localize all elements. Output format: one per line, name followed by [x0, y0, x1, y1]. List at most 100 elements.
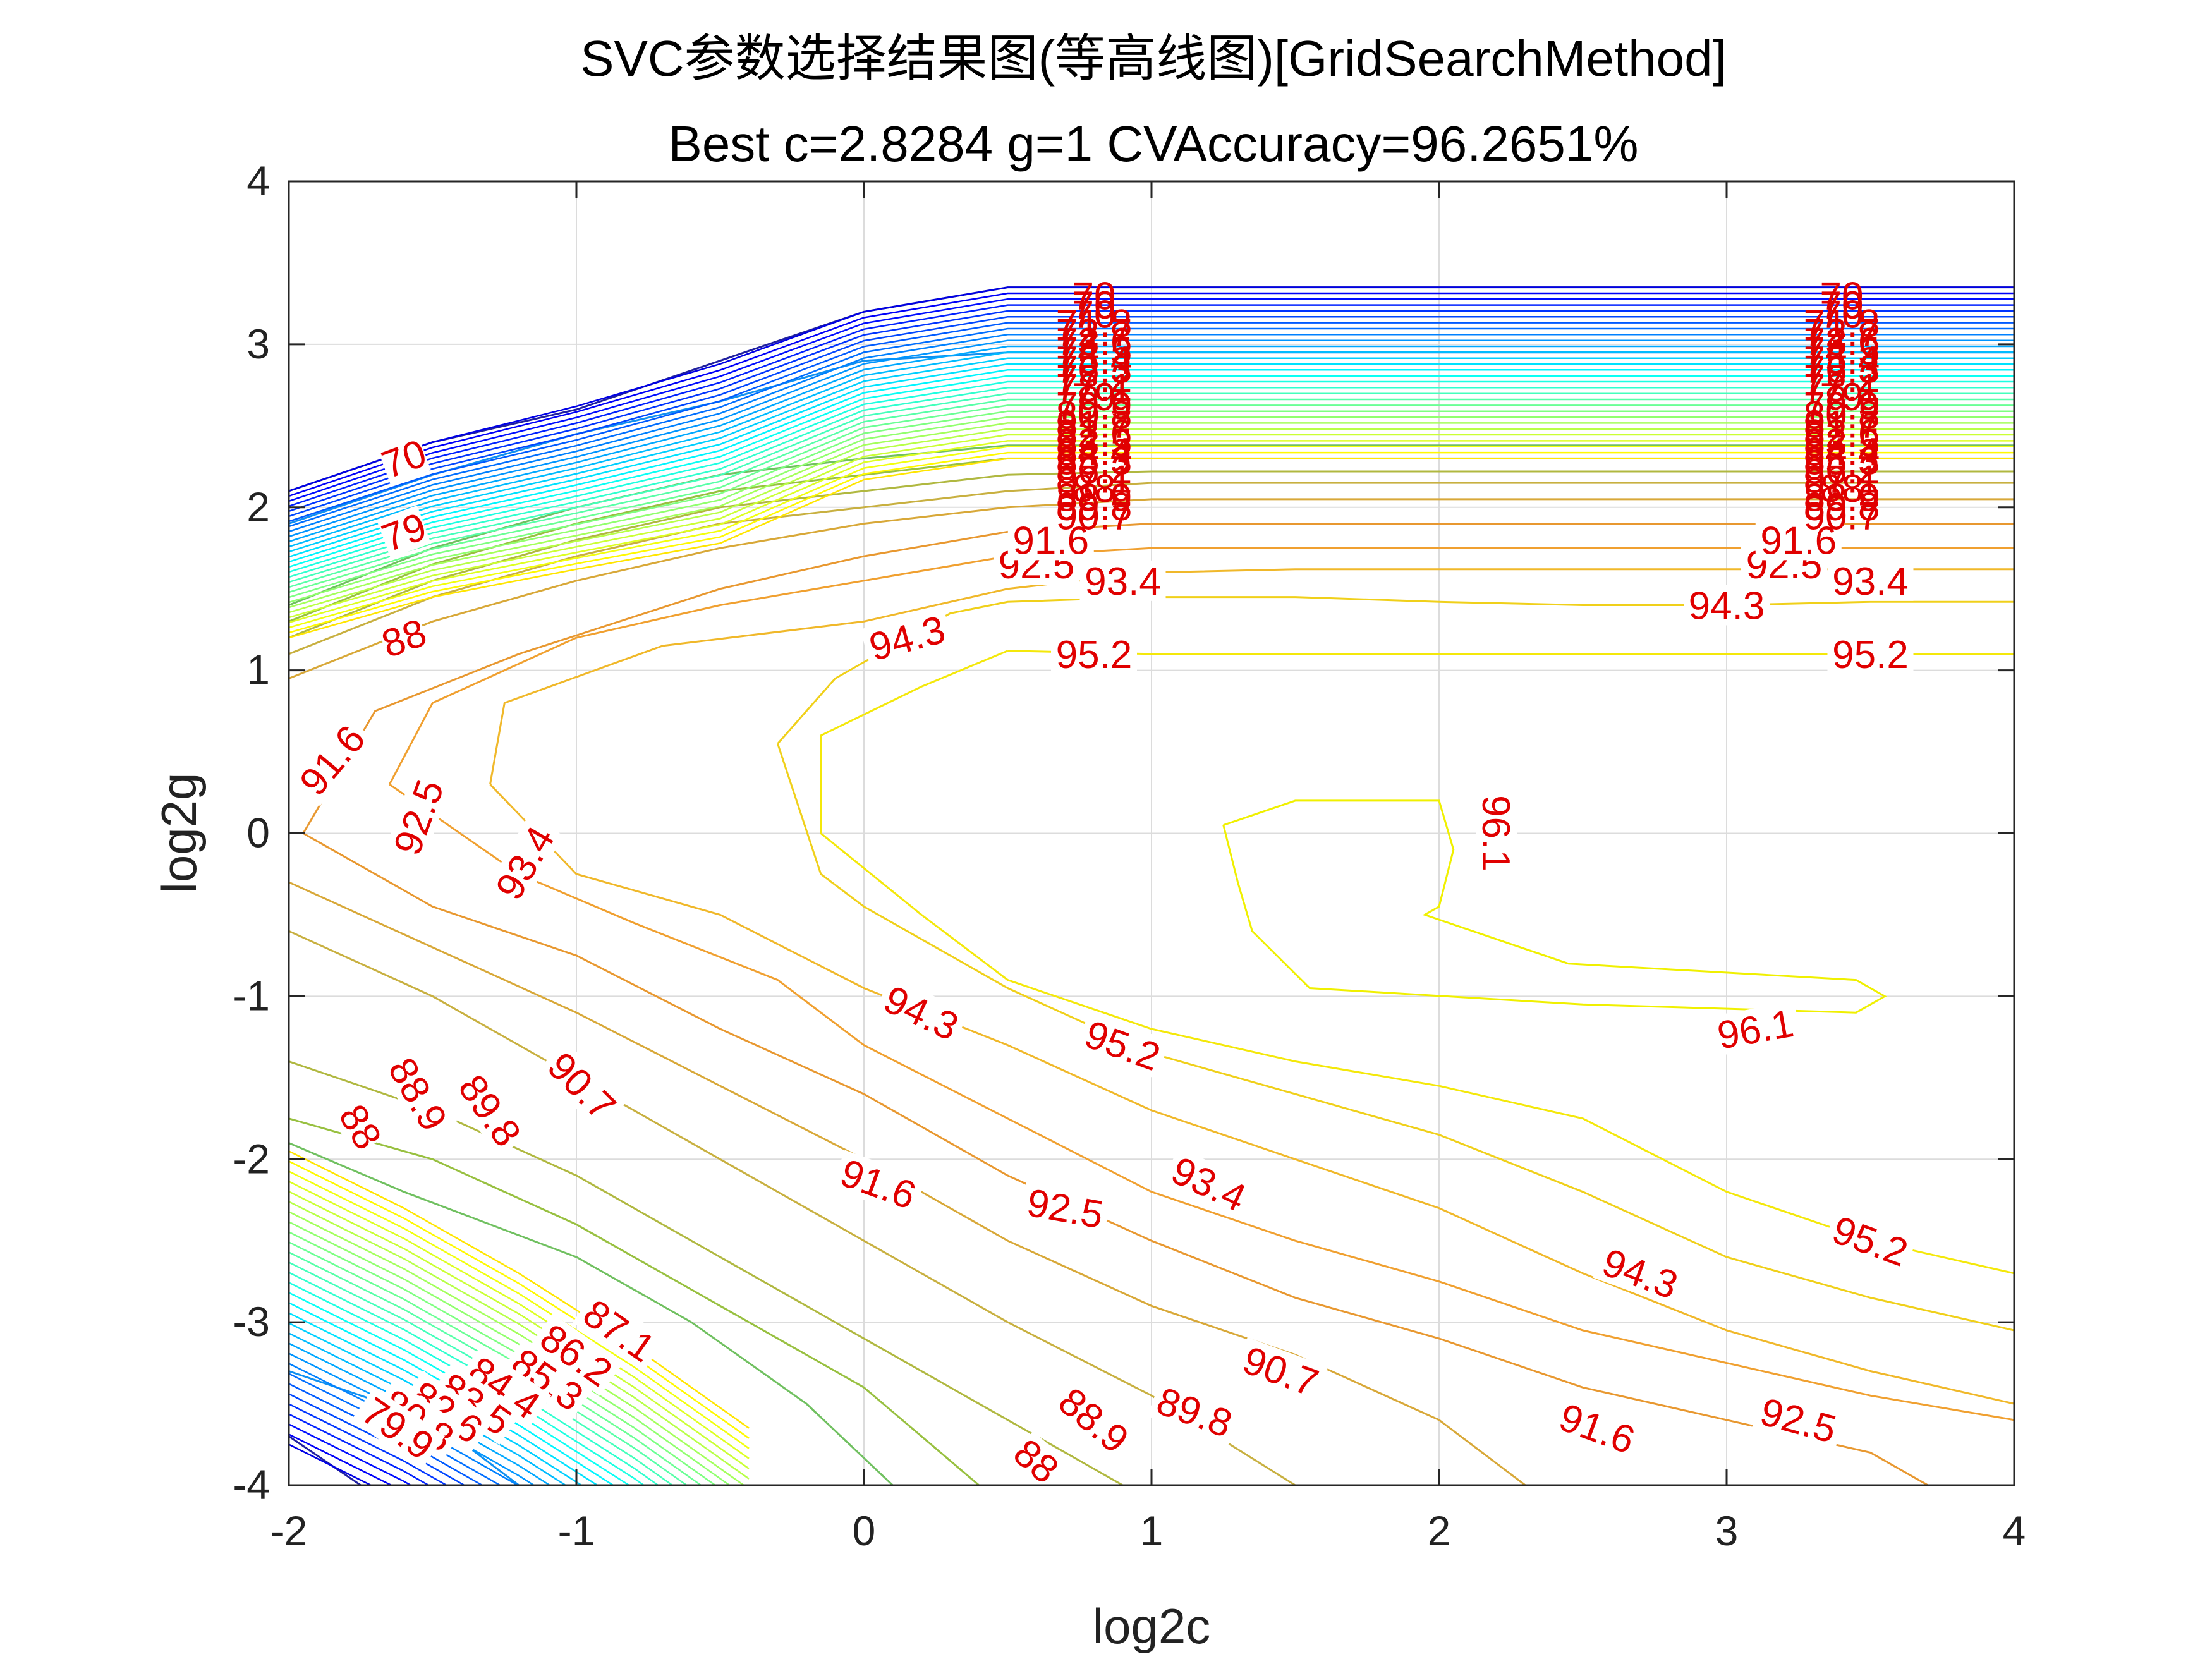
gradient-contour-top — [289, 451, 2014, 634]
contour-label: 91.6 — [1012, 519, 1089, 562]
gradient-contour-bottom — [289, 1181, 750, 1459]
gradient-contour-bottom — [289, 1170, 750, 1449]
stacked-contour-label: 85.3 — [1804, 440, 1880, 483]
gradient-contour-top — [289, 310, 2014, 513]
contour-label-bg — [1007, 520, 1094, 561]
gradient-contour-bottom — [289, 1221, 731, 1485]
stacked-contour-label: 70 — [1073, 284, 1116, 327]
gradient-contour-bottom — [289, 1191, 750, 1469]
gradient-contour-top — [289, 286, 2014, 492]
gradient-contour-top — [289, 322, 2014, 523]
contour-label-bg — [1827, 560, 1914, 601]
stacked-contour-label: 78.1 — [1804, 367, 1880, 410]
contour-label-bg — [1147, 1378, 1243, 1446]
x-tick-label: -2 — [270, 1507, 308, 1554]
gradient-contour-top — [289, 416, 2014, 604]
contour-line-91-6 — [302, 523, 2014, 834]
contour-label: 96.1 — [1474, 795, 1517, 872]
y-tick-label: 2 — [246, 483, 270, 530]
contour-line-90-7 — [289, 881, 1526, 1485]
stacked-contour-label: 70 — [1073, 275, 1116, 319]
contour-label-bg — [485, 815, 564, 910]
gradient-contour-bottom — [289, 1413, 430, 1485]
contour-label-bg — [384, 769, 453, 865]
y-tick-label: 0 — [246, 810, 270, 856]
stacked-contour-label: 72.7 — [1804, 312, 1880, 355]
x-tick-label: 1 — [1140, 1507, 1164, 1554]
gradient-contour-top — [289, 316, 2014, 518]
stacked-contour-label: 84.4 — [1056, 430, 1133, 474]
stacked-contour-label: 76.3 — [1804, 348, 1880, 392]
contour-label-bg — [873, 976, 969, 1049]
y-tick-label: -4 — [233, 1461, 270, 1508]
gradient-contour-bottom — [289, 1150, 750, 1429]
gradient-contour-top — [289, 458, 2014, 639]
contour-line-87-1 — [289, 1142, 894, 1485]
contour-line-92-5 — [388, 547, 2014, 785]
contour-label-bg — [1709, 1001, 1802, 1057]
gradient-contour-bottom — [289, 1322, 583, 1485]
stacked-contour-label: 70 — [1820, 284, 1864, 327]
contour-label: 91.6 — [1760, 519, 1837, 562]
gradient-contour-bottom — [289, 1160, 750, 1439]
contour-line-94-3 — [777, 743, 2014, 1332]
gradient-contour-bottom — [289, 1201, 750, 1480]
gradient-contour-top — [289, 446, 2014, 629]
contour-label-bg — [1233, 1337, 1328, 1405]
contour-label-bg — [1593, 1239, 1688, 1308]
x-tick-label: 0 — [853, 1507, 876, 1554]
stacked-contour-label: 73.6 — [1804, 320, 1880, 364]
stacked-contour-label: 84.4 — [1804, 430, 1880, 474]
gradient-contour-top — [289, 351, 2014, 548]
contour-line-70 — [289, 1435, 362, 1485]
contour-line-91-6 — [303, 832, 1929, 1485]
x-tick-label: -1 — [558, 1507, 595, 1554]
stacked-contour-label: 89.8 — [1804, 485, 1880, 529]
contour-label-bg — [1755, 520, 1842, 561]
contour-label-bg — [1476, 790, 1517, 877]
gradient-contour-top — [289, 422, 2014, 609]
stacked-contour-label: 79.9 — [1056, 385, 1133, 428]
contour-label-bg — [1827, 633, 1914, 674]
gradient-contour-top — [289, 363, 2014, 558]
y-tick-label: 4 — [246, 157, 270, 204]
contour-label-bg — [1550, 1394, 1645, 1462]
stacked-contour-label: 89.8 — [1056, 485, 1133, 529]
gradient-contour-top — [289, 392, 2014, 583]
stacked-contour-label: 71.8 — [1056, 302, 1133, 346]
contour-line-89-8 — [289, 930, 1296, 1485]
contour-label-bg — [1051, 633, 1137, 674]
stacked-contour-label: 88.9 — [1804, 477, 1880, 520]
stacked-contour-label: 79 — [1073, 375, 1116, 419]
stacked-contour-label: 87.1 — [1056, 458, 1133, 502]
stacked-contour-label: 77.2 — [1056, 357, 1133, 401]
stacked-contour-label: 75.4 — [1056, 339, 1133, 382]
contour-label-bg — [573, 1289, 667, 1372]
gradient-contour-bottom — [289, 1443, 373, 1485]
gradient-contour-top — [289, 369, 2014, 563]
contour-label-bg — [529, 1313, 624, 1396]
contour-line-95-2 — [820, 650, 2014, 1275]
stacked-contour-label: 77.2 — [1804, 357, 1880, 401]
stacked-contour-label: 75.4 — [1804, 339, 1880, 382]
gradient-contour-top — [289, 334, 2014, 533]
contour-label-bg — [332, 1098, 389, 1156]
contour-label: 94.3 — [1689, 584, 1765, 628]
gradient-contour-bottom — [289, 1393, 466, 1485]
gradient-contour-top — [289, 387, 2014, 578]
chart-title: SVC参数选择结果图(等高线图)[GridSearchMethod] — [580, 30, 1727, 87]
gradient-contour-bottom — [289, 1403, 448, 1485]
gradient-contour-bottom — [289, 1332, 568, 1485]
stacked-contour-label: 81.7 — [1804, 403, 1880, 447]
gradient-contour-bottom — [289, 1352, 536, 1485]
contour-label-bg — [1823, 1206, 1918, 1275]
stacked-contour-label: 79.9 — [1804, 385, 1880, 428]
contour-label: 93.4 — [1085, 560, 1161, 604]
x-tick-label: 3 — [1715, 1507, 1739, 1554]
contour-lines — [289, 286, 2014, 1485]
gradient-contour-top — [289, 404, 2014, 593]
stacked-contour-label: 70 — [1820, 275, 1864, 319]
stacked-contour-label: 79 — [1820, 375, 1864, 419]
